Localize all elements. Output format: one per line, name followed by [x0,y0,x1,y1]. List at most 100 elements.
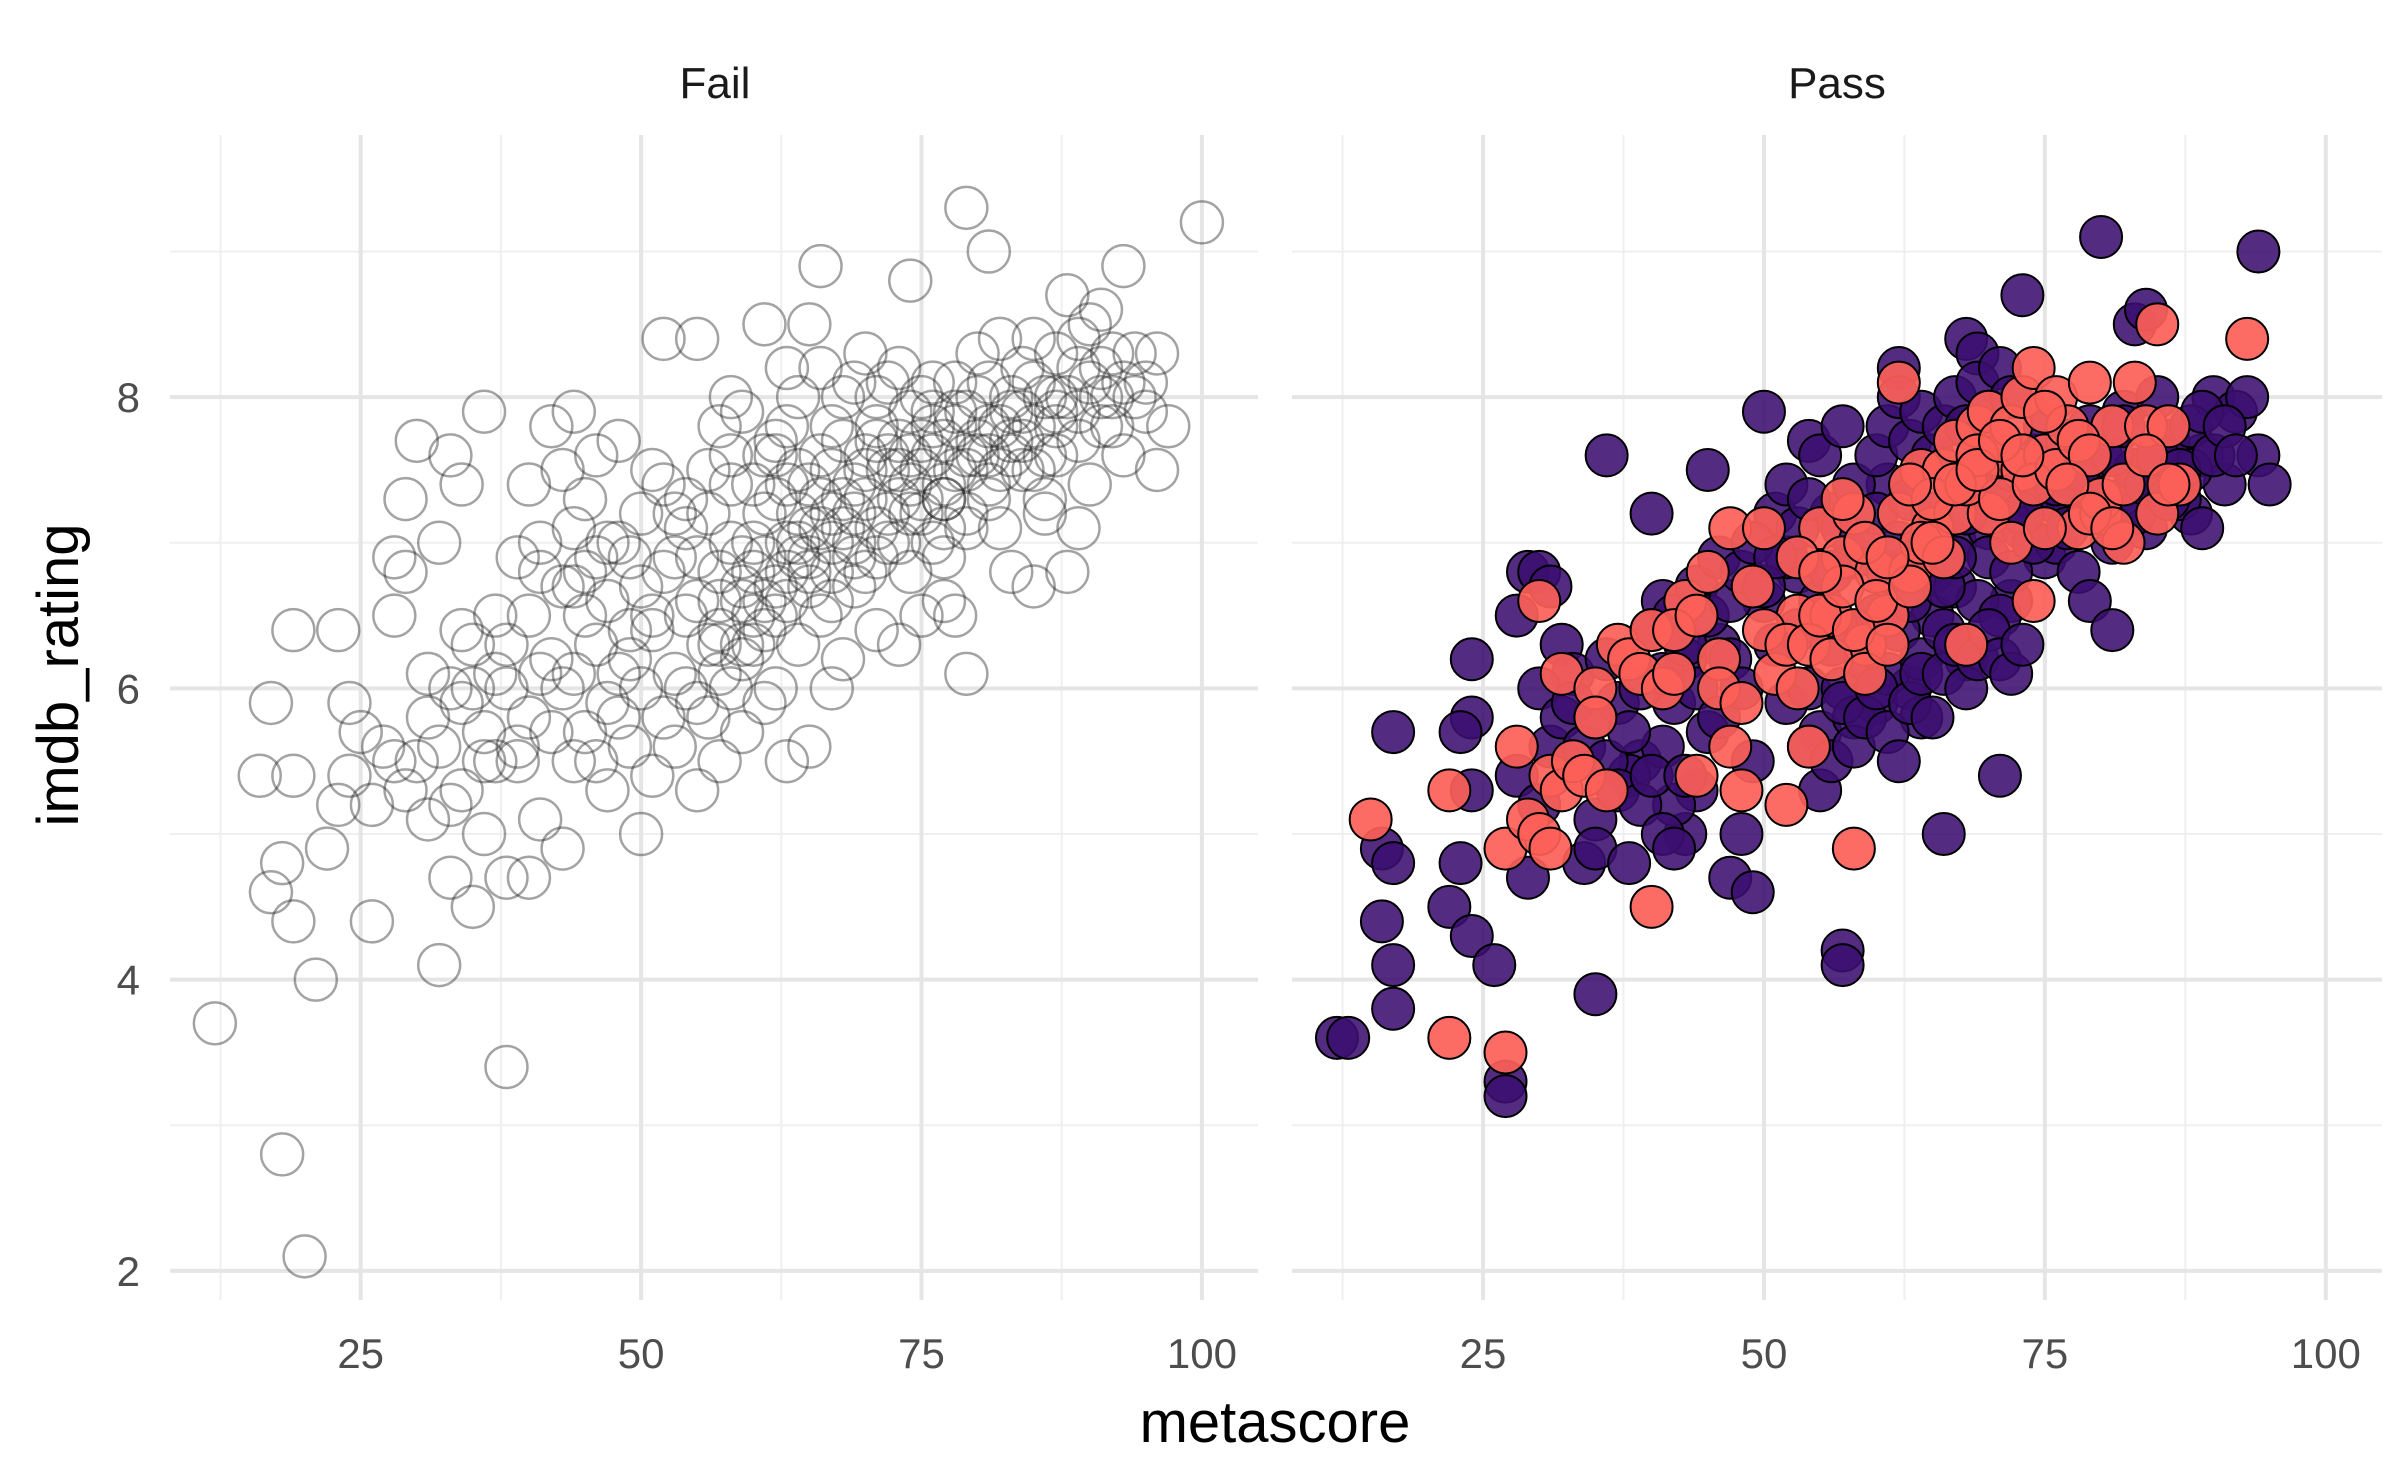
data-point [2067,433,2112,478]
x-tick-label: 100 [2291,1330,2361,1377]
data-point [394,738,440,784]
data-point [372,738,417,784]
data-point [1584,768,1629,813]
data-point [1865,622,1910,667]
data-point [450,884,496,930]
data-point [439,462,484,507]
data-point [327,753,372,798]
data-point [798,593,843,638]
data-point [1741,389,1786,434]
data-point [719,709,765,755]
data-point [596,651,641,697]
data-point [1089,331,1135,376]
data-point [731,593,776,638]
data-point [1427,1015,1472,1060]
data-point [1438,841,1483,886]
data-point [1820,477,1865,522]
data-point [394,418,440,464]
data-point [1101,360,1146,405]
data-point [372,535,417,580]
data-point [764,520,810,565]
data-point [719,535,765,580]
data-point [2135,302,2180,347]
data-point [1483,1030,1528,1075]
data-point [697,549,742,595]
data-point [1494,724,1539,769]
data-point [831,462,877,507]
data-point [955,433,1000,478]
data-point [641,316,686,362]
data-point [944,505,989,551]
y-tick-label: 2 [117,1248,140,1295]
data-point [944,389,989,434]
data-point [865,360,911,405]
data-point [820,476,866,522]
data-point [641,549,686,595]
data-point [1056,316,1101,362]
data-point [1944,622,1989,667]
data-point [1179,200,1225,245]
data-point [742,680,787,726]
data-point [315,607,361,653]
data-point [1371,943,1416,988]
data-point [697,404,742,449]
data-point [809,578,855,624]
data-point [450,622,496,667]
data-point [854,505,899,551]
data-point [820,505,866,551]
data-point [450,666,496,711]
data-point [652,535,697,580]
data-point [921,462,967,507]
data-point [674,535,720,580]
data-point [1719,680,1764,725]
data-point [1000,418,1045,464]
data-point [899,491,944,536]
data-point [596,418,641,464]
data-point [1022,374,1068,420]
data-point [742,578,787,624]
data-point [787,505,832,551]
data-point [854,404,899,449]
data-point [988,389,1034,434]
data-point [831,520,877,565]
data-point [2247,462,2292,507]
data-point [753,433,798,478]
x-tick-label: 50 [618,1330,665,1377]
data-point [573,738,619,784]
data-point [932,389,978,434]
data-point [944,491,989,536]
data-point [910,389,955,434]
data-point [865,433,911,478]
data-point [1573,972,1618,1017]
data-point [944,447,989,493]
x-axis-title: metascore [1140,1390,1411,1455]
data-point [607,535,653,580]
data-point [573,535,619,580]
data-point [865,447,911,493]
data-point [921,476,967,522]
x-tick-label: 50 [1741,1330,1788,1377]
data-point [506,855,552,900]
data-point [1078,404,1124,449]
data-point [674,768,720,813]
data-point [473,593,518,638]
data-point [1955,447,2000,492]
data-point [809,404,855,449]
data-point [787,564,832,609]
data-point [1022,491,1068,536]
data-point [1033,389,1079,434]
data-point [977,316,1023,362]
data-point [731,520,776,565]
data-point [787,302,832,347]
data-point [988,549,1034,595]
data-point [708,374,754,420]
data-point [753,476,798,522]
data-point [988,418,1034,464]
data-point [1674,753,1719,798]
data-point [473,651,518,697]
data-point [775,535,821,580]
data-point [753,593,798,638]
data-point [585,578,630,624]
data-point [966,229,1012,274]
data-point [1505,855,1550,900]
